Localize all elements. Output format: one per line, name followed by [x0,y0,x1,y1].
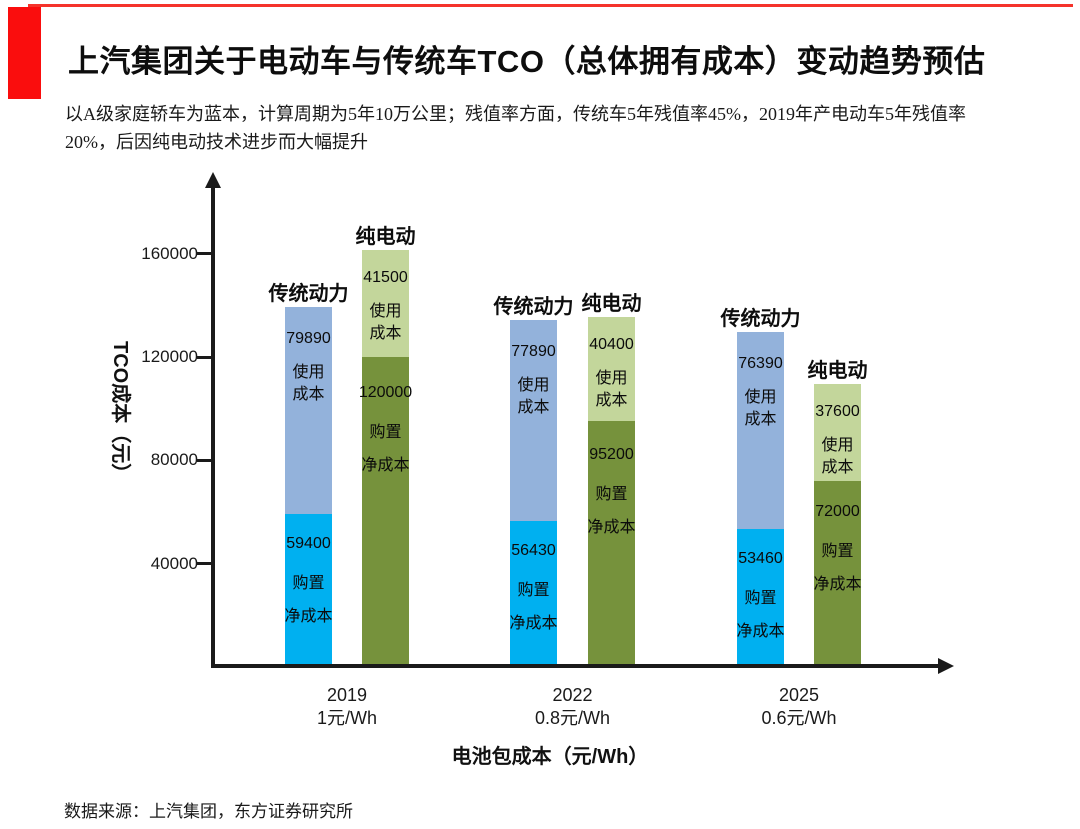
segment-label-line: 使用 [821,436,854,454]
y-axis-tick-label: 40000 [150,553,198,573]
bar-series-label: 纯电动 [355,225,416,248]
segment-label-line: 购置 [369,424,402,442]
chart-description-line1: 以A级家庭轿车为蓝本，计算周期为5年10万公里；残值率方面，传统车5年残值率45… [65,104,966,124]
bar-series-label: 纯电动 [581,292,642,315]
segment-value: 76390 [738,354,783,372]
x-category-year: 2025 [778,685,820,705]
segment-label-line: 成本 [821,458,854,476]
y-axis-tick [197,562,211,566]
segment-label-line: 使用 [517,377,550,395]
header-rule [28,4,1073,7]
segment-label-line: 购置 [517,582,550,600]
segment-value: 56430 [511,542,556,560]
x-axis [211,664,941,668]
bar-traditional-purchase-segment: 59400 购置净成本 [284,513,333,667]
segment-content: 79890 使用成本 [285,307,332,513]
bar-ev-usage-segment: 40400 使用成本 [588,316,635,422]
bar-ev-usage-segment: 41500 使用成本 [362,249,409,358]
segment-label-line: 使用 [744,388,777,406]
segment-label-line: 净成本 [509,615,558,633]
y-axis-tick [197,355,211,359]
chart-description: 以A级家庭轿车为蓝本，计算周期为5年10万公里；残值率方面，传统车5年残值率45… [65,100,1030,156]
segment-label-line: 净成本 [361,457,410,475]
segment-label-line: 净成本 [284,607,333,625]
bar-series-label: 纯电动 [807,359,868,382]
y-axis-title: TCO成本（元） [109,341,131,484]
x-axis-arrow-icon [938,658,954,674]
segment-label-line: 净成本 [813,576,862,594]
segment-label-line: 成本 [517,399,550,417]
y-axis-tick-label: 120000 [141,347,198,367]
segment-value: 53460 [738,549,783,567]
page-title: 上汽集团关于电动车与传统车TCO（总体拥有成本）变动趋势预估 [68,44,986,79]
y-axis-arrow-icon [205,172,221,188]
segment-value: 77890 [511,343,556,361]
segment-label-line: 购置 [595,486,628,504]
x-category-label: 2025 0.6元/Wh [719,684,879,730]
segment-value: 72000 [815,503,860,521]
segment-label-line: 购置 [821,543,854,561]
bar-ev-purchase-segment: 72000 购置净成本 [813,481,862,667]
header-red-block [8,7,41,99]
bar-traditional-usage-segment: 79890 使用成本 [285,307,332,514]
x-category-battery-cost: 0.8元/Wh [534,708,611,728]
segment-label-line: 净成本 [736,622,785,640]
segment-content: 72000 购置净成本 [813,481,862,667]
y-axis-tick [197,252,211,256]
y-axis-tick [197,458,211,462]
segment-content: 37600 使用成本 [814,384,861,481]
y-axis-tick-label: 160000 [141,243,198,263]
segment-content: 120000 购置净成本 [358,357,413,667]
x-category-label: 2022 0.8元/Wh [493,684,653,730]
segment-value: 41500 [363,268,408,286]
bar-series-label: 传统动力 [268,283,349,306]
bar-series-label: 传统动力 [493,296,574,319]
segment-value: 120000 [358,384,413,402]
bar-ev-purchase-segment: 120000 购置净成本 [358,357,413,667]
x-category-battery-cost: 1元/Wh [316,708,377,728]
segment-value: 95200 [589,446,634,464]
segment-label-line: 购置 [744,589,777,607]
segment-content: 41500 使用成本 [362,250,409,357]
x-category-year: 2022 [552,685,593,705]
bar-ev-purchase-segment: 95200 购置净成本 [587,421,636,667]
segment-label-line: 使用 [292,364,325,382]
segment-label-line: 成本 [595,391,628,409]
segment-label-line: 使用 [369,302,402,320]
bar-ev-usage-segment: 37600 使用成本 [814,383,861,482]
segment-value: 40400 [589,335,634,353]
bar-traditional-usage-segment: 77890 使用成本 [510,320,557,522]
x-category-battery-cost: 0.6元/Wh [761,708,837,728]
segment-content: 76390 使用成本 [737,332,784,529]
bar-series-label: 传统动力 [720,307,801,330]
segment-content: 59400 购置净成本 [284,514,333,667]
bar-traditional-purchase-segment: 56430 购置净成本 [509,521,558,667]
chart-description-line2: 20%，后因纯电动技术进步而大幅提升 [65,132,368,152]
segment-value: 59400 [286,534,331,552]
segment-label-line: 成本 [292,386,325,404]
y-axis [211,184,215,668]
x-category-label: 2019 1元/Wh [267,684,427,730]
segment-content: 95200 购置净成本 [587,421,636,667]
data-source-note: 数据来源：上汽集团，东方证券研究所 [64,802,353,821]
segment-content: 77890 使用成本 [510,320,557,521]
segment-content: 56430 购置净成本 [509,521,558,667]
x-axis-title: 电池包成本（元/Wh） [451,746,649,768]
x-category-year: 2019 [326,685,368,705]
bar-traditional-usage-segment: 76390 使用成本 [737,331,784,529]
segment-value: 79890 [286,330,331,348]
segment-label-line: 成本 [744,410,777,428]
bar-traditional-purchase-segment: 53460 购置净成本 [736,528,785,667]
y-axis-tick-label: 80000 [150,450,198,470]
segment-content: 53460 购置净成本 [736,529,785,667]
segment-label-line: 使用 [595,369,628,387]
segment-label-line: 净成本 [587,519,636,537]
segment-label-line: 购置 [292,574,325,592]
segment-content: 40400 使用成本 [588,317,635,421]
segment-label-line: 成本 [369,324,402,342]
segment-value: 37600 [815,402,860,420]
